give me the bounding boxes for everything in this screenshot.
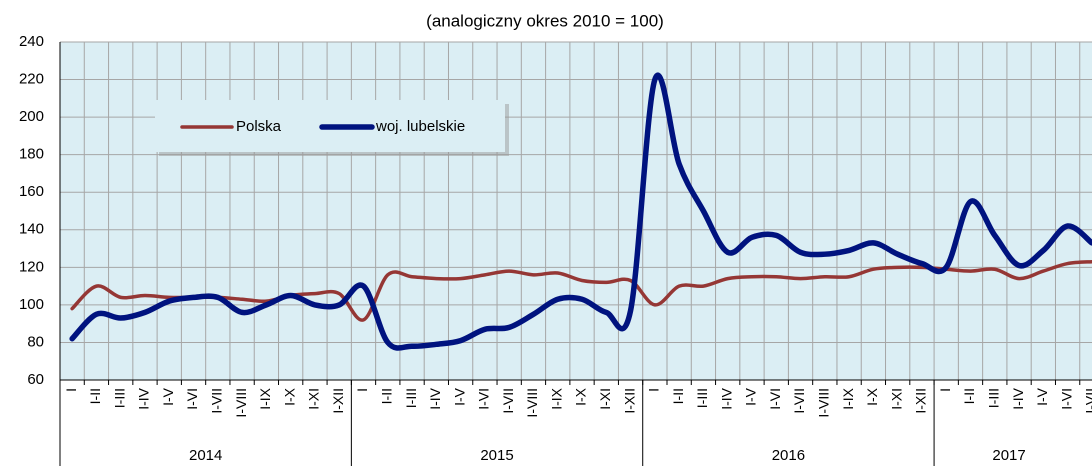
- legend-label: Polska: [236, 118, 282, 135]
- x-tick-label: I-XI: [888, 388, 904, 410]
- group-label: 2014: [189, 447, 222, 464]
- x-tick-label: I-VII: [1083, 388, 1092, 414]
- x-tick-label: I-V: [1034, 387, 1050, 406]
- x-tick-label: I-IV: [136, 387, 152, 409]
- x-tick-label: I-V: [451, 387, 467, 406]
- x-tick-label: I-VI: [184, 388, 200, 410]
- x-tick-label: I-VIII: [816, 388, 832, 418]
- x-tick-label: I-IV: [427, 387, 443, 409]
- y-tick-label: 200: [19, 108, 44, 125]
- y-tick-label: 220: [19, 71, 44, 88]
- group-label: 2016: [772, 447, 805, 464]
- x-tick-label: I-X: [573, 387, 589, 406]
- y-tick-label: 240: [19, 33, 44, 50]
- series-line: [69, 72, 1092, 351]
- y-tick-label: 120: [19, 258, 44, 275]
- x-tick-label: I-V: [160, 387, 176, 406]
- chart-title: (analogiczny okres 2010 = 100): [426, 11, 664, 30]
- x-tick-label: I-II: [87, 388, 103, 404]
- y-tick-label: 80: [27, 333, 44, 350]
- y-tick-label: 140: [19, 221, 44, 238]
- x-tick-label: I-IV: [718, 387, 734, 409]
- y-tick-label: 60: [27, 371, 44, 388]
- x-tick-label: I-XI: [597, 388, 613, 410]
- y-tick-label: 100: [19, 296, 44, 313]
- x-tick-label: I-V: [743, 387, 759, 406]
- x-tick-label: I-III: [111, 388, 127, 408]
- x-tick-label: I-VIII: [524, 388, 540, 418]
- y-tick-label: 160: [19, 183, 44, 200]
- y-tick-label: 180: [19, 146, 44, 163]
- x-tick-label: I-III: [694, 388, 710, 408]
- x-tick-label: I-VI: [1058, 388, 1074, 410]
- x-tick-label: I-VI: [476, 388, 492, 410]
- x-tick-label: I-IX: [548, 387, 564, 409]
- x-tick-label: I-VI: [767, 388, 783, 410]
- x-tick-label: I-XII: [330, 388, 346, 414]
- x-tick-label: I: [646, 388, 662, 392]
- group-label: 2015: [480, 447, 513, 464]
- x-tick-label: I: [63, 388, 79, 392]
- x-tick-label: I-X: [281, 387, 297, 406]
- x-tick-label: I-IX: [840, 387, 856, 409]
- x-tick-label: I-IV: [1010, 387, 1026, 409]
- x-tick-label: I-XI: [306, 388, 322, 410]
- x-tick-label: I-VII: [209, 388, 225, 414]
- x-tick-label: I-II: [961, 388, 977, 404]
- x-tick-label: I-II: [378, 388, 394, 404]
- x-tick-label: I-II: [670, 388, 686, 404]
- x-tick-label: I-IX: [257, 387, 273, 409]
- x-tick-label: I-VII: [500, 388, 516, 414]
- x-tick-label: I-III: [403, 388, 419, 408]
- x-tick-label: I-VII: [791, 388, 807, 414]
- x-tick-label: I-XII: [913, 388, 929, 414]
- plot-area: [60, 42, 1092, 380]
- group-label: 2017: [992, 447, 1025, 464]
- x-tick-label: I-X: [864, 387, 880, 406]
- series-line: [70, 259, 1092, 322]
- x-tick-label: I-XII: [621, 388, 637, 414]
- x-tick-label: I: [354, 388, 370, 392]
- legend-label: woj. lubelskie: [375, 118, 465, 135]
- x-tick-label: I: [937, 388, 953, 392]
- x-tick-label: I-III: [985, 388, 1001, 408]
- x-tick-label: I-VIII: [233, 388, 249, 418]
